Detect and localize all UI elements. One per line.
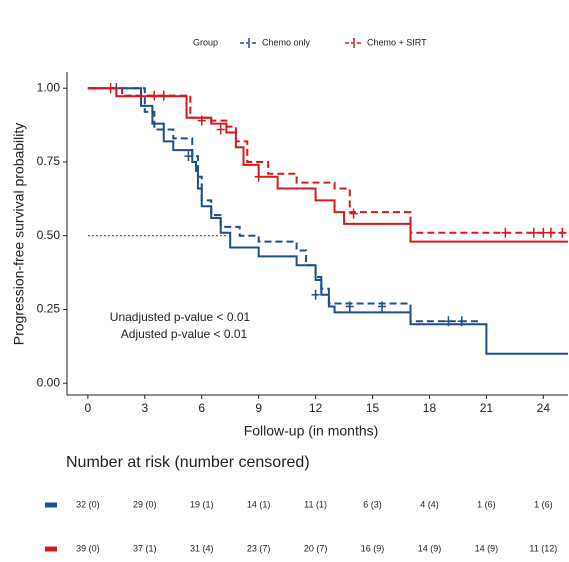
risk-cell: 1 (6) [534, 499, 553, 509]
legend-label: Chemo only [262, 37, 311, 47]
legend-title: Group [193, 37, 218, 47]
censor-mark [345, 301, 354, 312]
risk-cell: 14 (9) [418, 543, 442, 553]
censor-mark [216, 124, 225, 135]
x-tick-label: 0 [85, 401, 92, 415]
y-tick-label: 0.50 [37, 228, 61, 242]
km-curve [87, 87, 568, 243]
legend-key [345, 38, 363, 48]
risk-cell: 19 (1) [190, 499, 214, 509]
legend-key [240, 38, 258, 48]
annotation: Unadjusted p-value < 0.01 [110, 310, 251, 324]
risk-cell: 37 (1) [133, 543, 157, 553]
censor-mark [539, 227, 548, 238]
risk-cell: 16 (9) [361, 543, 385, 553]
legend-label: Chemo + SIRT [367, 37, 427, 47]
censor-mark [349, 208, 358, 219]
censor-mark [444, 316, 453, 327]
x-tick-label: 24 [537, 401, 551, 415]
y-tick-label: 1.00 [37, 80, 61, 94]
risk-cell: 23 (7) [247, 543, 271, 553]
censor-mark [457, 316, 466, 327]
y-tick-label: 0.00 [37, 375, 61, 389]
km-curve-dashed [87, 87, 568, 234]
x-tick-label: 21 [480, 401, 494, 415]
risk-table-title: Number at risk (number censored) [66, 454, 310, 471]
km-curve-dashed [87, 87, 479, 323]
censor-mark [501, 227, 510, 238]
risk-cell: 20 (7) [304, 543, 328, 553]
y-tick-label: 0.25 [37, 302, 61, 316]
censor-mark [159, 90, 168, 101]
x-tick-label: 12 [309, 401, 323, 415]
risk-row-key [45, 546, 57, 552]
censor-mark [529, 227, 538, 238]
y-axis-title: Progression-free survival probability [11, 123, 27, 346]
risk-cell: 4 (4) [420, 499, 439, 509]
risk-cell: 6 (3) [363, 499, 382, 509]
x-tick-label: 3 [141, 401, 148, 415]
censor-mark [197, 115, 206, 126]
risk-cell: 29 (0) [133, 499, 157, 509]
annotation: Adjusted p-value < 0.01 [121, 327, 248, 341]
risk-cell: 39 (0) [76, 543, 100, 553]
risk-cell: 11 (1) [304, 499, 327, 509]
x-tick-label: 9 [255, 401, 262, 415]
censor-mark [546, 227, 555, 238]
censor-mark [106, 83, 115, 94]
censor-mark [311, 289, 320, 300]
risk-cell: 14 (1) [247, 499, 271, 509]
risk-cell: 11 (12) [529, 543, 557, 553]
x-tick-label: 18 [423, 401, 437, 415]
risk-cell: 31 (4) [190, 543, 214, 553]
y-tick-label: 0.75 [37, 154, 61, 168]
risk-cell: 14 (9) [475, 543, 499, 553]
x-tick-label: 15 [366, 401, 380, 415]
x-axis-title: Follow-up (in months) [244, 423, 379, 439]
risk-cell: 32 (0) [76, 499, 100, 509]
censor-mark [150, 90, 159, 101]
censor-mark [558, 227, 567, 238]
risk-row-key [45, 502, 57, 508]
censor-mark [254, 171, 263, 182]
censor-mark [378, 301, 387, 312]
x-tick-label: 6 [198, 401, 205, 415]
risk-cell: 1 (6) [477, 499, 496, 509]
censor-mark [184, 151, 193, 162]
